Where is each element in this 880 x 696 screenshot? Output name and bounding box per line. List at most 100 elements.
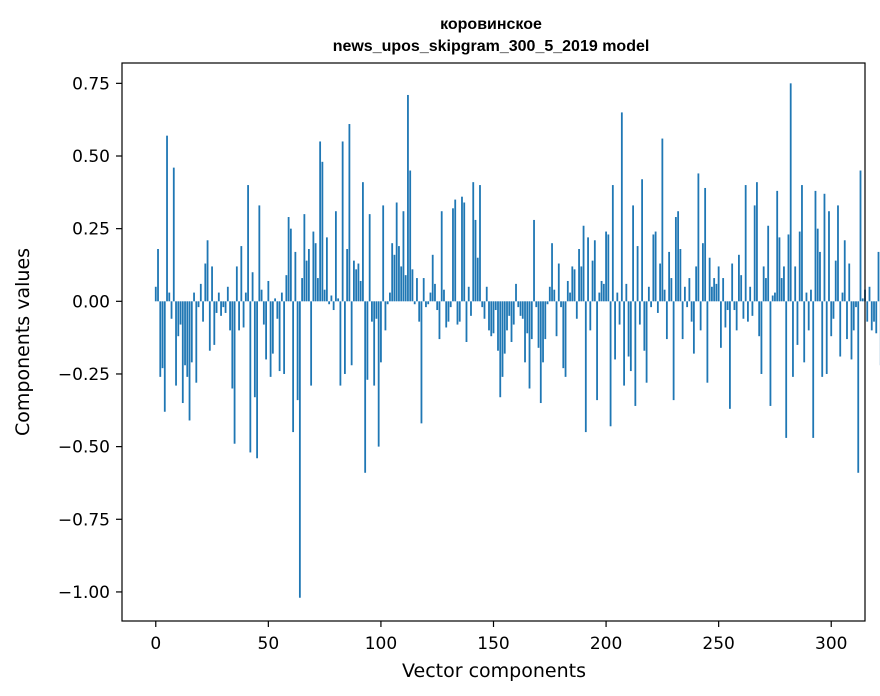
bar-component-214	[636, 246, 639, 302]
y-tick-label: −1.00	[58, 583, 110, 603]
bar-component-88	[353, 260, 355, 302]
bar-component-144	[479, 185, 481, 302]
bar-component-291	[810, 289, 812, 302]
bar-component-264	[749, 286, 752, 302]
bar-component-260	[740, 275, 743, 302]
bar-component-307	[846, 301, 848, 340]
bar-component-157	[508, 301, 511, 316]
bar-component-107	[395, 202, 398, 302]
y-tick-label: 0.50	[72, 147, 110, 167]
bar-component-136	[461, 196, 463, 302]
bar-component-34	[231, 301, 234, 389]
bar-component-69	[310, 301, 313, 386]
bar-component-259	[738, 254, 740, 302]
bar-component-32	[226, 286, 229, 302]
bar-component-11	[179, 301, 182, 325]
bar-component-78	[330, 295, 333, 302]
bar-component-201	[607, 234, 610, 302]
bar-component-18	[195, 301, 198, 383]
bar-component-19	[197, 301, 200, 308]
bar-component-156	[506, 301, 508, 331]
bar-component-41	[247, 185, 249, 302]
bar-component-117	[418, 301, 421, 322]
bar-component-105	[391, 243, 394, 302]
bar-component-142	[474, 219, 477, 302]
bar-component-145	[481, 301, 484, 308]
bar-component-294	[816, 228, 819, 302]
bar-component-188	[578, 249, 580, 302]
bar-component-9	[175, 301, 177, 386]
bar-component-111	[404, 275, 407, 302]
bar-component-23	[206, 240, 209, 302]
bar-component-40	[244, 292, 247, 302]
bar-component-219	[647, 286, 650, 302]
bar-component-132	[452, 208, 454, 302]
bar-component-176	[551, 243, 553, 302]
bar-component-255	[729, 301, 731, 409]
bar-component-140	[470, 301, 472, 316]
bar-component-274	[771, 295, 774, 302]
bar-component-74	[321, 161, 324, 302]
bar-component-296	[821, 301, 824, 377]
bar-component-310	[852, 301, 855, 331]
bar-component-102	[384, 301, 387, 331]
bar-component-146	[483, 301, 486, 319]
bar-component-134	[456, 301, 459, 325]
bar-component-168	[533, 219, 535, 302]
bar-component-80	[334, 211, 337, 302]
bar-component-220	[650, 301, 653, 308]
bar-component-158	[510, 301, 513, 342]
bar-component-304	[839, 301, 842, 357]
bar-component-73	[319, 141, 322, 302]
bar-component-200	[605, 231, 607, 302]
x-tick-label: 300	[815, 634, 847, 654]
bar-component-26	[213, 301, 216, 345]
bar-component-124	[434, 283, 436, 302]
bar-component-185	[571, 266, 574, 302]
bar-component-133	[454, 199, 457, 302]
bar-component-234	[681, 301, 684, 340]
bar-component-228	[668, 251, 671, 302]
bar-component-27	[215, 301, 218, 313]
bar-component-169	[535, 301, 538, 308]
bar-component-242	[699, 301, 702, 331]
bar-component-62	[294, 251, 297, 302]
bar-component-272	[767, 225, 770, 302]
bar-component-37	[238, 301, 240, 331]
bar-component-196	[596, 301, 598, 401]
y-tick-label: 0.25	[72, 220, 110, 240]
bar-component-232	[677, 211, 680, 302]
bar-component-271	[765, 278, 767, 302]
bar-component-208	[623, 301, 625, 386]
bar-component-267	[756, 182, 758, 302]
bar-component-110	[402, 211, 405, 302]
bar-component-8	[172, 167, 175, 302]
bar-component-24	[208, 301, 211, 351]
bar-component-241	[697, 173, 700, 302]
bar-component-211	[629, 301, 632, 372]
bar-component-72	[316, 278, 319, 302]
bar-component-278	[780, 278, 783, 302]
bar-component-46	[258, 205, 261, 302]
bar-component-243	[701, 243, 704, 302]
bar-component-45	[256, 301, 258, 459]
bar-component-170	[537, 301, 540, 348]
bar-component-10	[177, 301, 180, 337]
bar-component-109	[400, 266, 403, 302]
bar-component-143	[476, 257, 479, 302]
bar-component-47	[260, 289, 263, 302]
bar-component-92	[362, 182, 364, 302]
bar-component-7	[170, 301, 173, 319]
bar-component-202	[609, 301, 612, 427]
bar-component-150	[492, 301, 495, 334]
bar-component-193	[589, 301, 592, 331]
bar-component-320	[875, 301, 878, 334]
bar-component-70	[312, 231, 315, 302]
bar-component-216	[641, 179, 643, 302]
bar-component-164	[524, 301, 526, 363]
bar-component-213	[634, 301, 637, 406]
bar-component-192	[587, 237, 589, 302]
bar-component-52	[271, 301, 274, 354]
